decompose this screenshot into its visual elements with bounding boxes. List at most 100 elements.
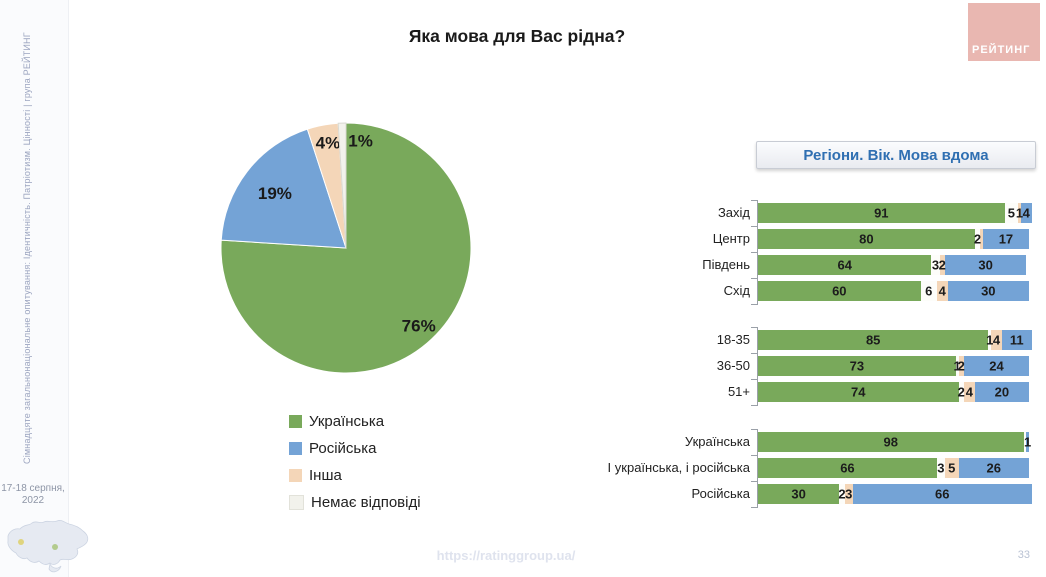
stacked-bar-row: 80 2 17 bbox=[758, 229, 1029, 249]
bar-row-label: 51+ bbox=[727, 384, 750, 399]
bar-value-label: 1 bbox=[1015, 205, 1024, 221]
axis-tick bbox=[751, 278, 758, 279]
ukraine-map-icon bbox=[2, 512, 94, 576]
stacked-bar-row: 85 1 4 11 bbox=[758, 330, 1032, 350]
stacked-bar-row: 60 6 4 30 bbox=[758, 281, 1029, 301]
bar-value-label: 1 bbox=[1024, 434, 1032, 450]
bar-segment: 4 bbox=[991, 330, 1002, 350]
bar-value-label: 1 bbox=[986, 332, 994, 348]
survey-date-line2: 2022 bbox=[21, 495, 45, 506]
bar-value-label: 66 bbox=[935, 486, 950, 502]
bar-segment: 66 bbox=[852, 484, 1032, 504]
bar-segment: 1 bbox=[986, 330, 994, 350]
bar-value-label: 73 bbox=[849, 358, 865, 374]
legend-item: Російська bbox=[289, 435, 421, 462]
page-title: Яка мова для Вас рідна? bbox=[408, 26, 626, 46]
legend-label: Українська bbox=[309, 413, 385, 430]
survey-date-line1: 17-18 серпня, bbox=[1, 483, 65, 494]
legend-label: Немає відповіді bbox=[311, 494, 421, 511]
axis-tick bbox=[751, 379, 758, 380]
stacked-bar-row: 64 3 2 30 bbox=[758, 255, 1027, 275]
bar-segment: 24 bbox=[963, 356, 1029, 376]
bar-value-label: 4 bbox=[1022, 205, 1030, 221]
bar-value-label: 74 bbox=[851, 384, 866, 400]
page-number: 33 bbox=[1017, 549, 1030, 561]
bar-value-label: 2 bbox=[973, 231, 982, 247]
bar-row-label: Російська bbox=[691, 486, 750, 501]
pie-slice bbox=[220, 122, 472, 374]
bar-value-label: 30 bbox=[981, 283, 996, 299]
axis-tick bbox=[751, 405, 758, 406]
legend-item: Немає відповіді bbox=[289, 489, 421, 516]
bar-segment: 2 bbox=[957, 382, 965, 402]
pie-slice-value-label: 19% bbox=[258, 184, 292, 203]
legend-swatch-icon bbox=[289, 469, 302, 482]
legend-item: Інша bbox=[289, 462, 421, 489]
bar-segment: 66 bbox=[758, 458, 937, 478]
bar-value-label: 2 bbox=[938, 257, 946, 273]
bar-segment: 60 bbox=[758, 281, 921, 301]
stacked-bar-row: 30 2 3 66 bbox=[758, 484, 1032, 504]
rating-logo-label: РЕЙТИНГ bbox=[972, 44, 1031, 56]
bar-value-label: 66 bbox=[840, 460, 855, 476]
bar-value-label: 4 bbox=[965, 384, 973, 400]
bar-segment: 3 bbox=[931, 255, 940, 275]
bar-segment: 4 bbox=[963, 382, 975, 402]
sidebar: Сімнадцяте загальнонаціональне опитуванн… bbox=[0, 0, 89, 577]
bar-value-label: 60 bbox=[832, 283, 847, 299]
bar-value-label: 4 bbox=[992, 332, 1001, 348]
bar-segment bbox=[1023, 432, 1027, 452]
bar-value-label: 3 bbox=[931, 257, 940, 273]
pie-slice bbox=[220, 128, 347, 249]
bar-row-label: Схід bbox=[723, 283, 750, 298]
bar-value-label: 2 bbox=[957, 358, 965, 374]
legend-swatch-icon bbox=[289, 442, 302, 455]
sidebar-survey-caption: Сімнадцяте загальнонаціональне опитуванн… bbox=[22, 32, 32, 464]
bar-segment: 74 bbox=[758, 382, 959, 402]
bar-value-label: 2 bbox=[957, 384, 965, 400]
pie-slice-value-label: 4% bbox=[316, 133, 341, 152]
bar-segment: 85 bbox=[758, 330, 989, 350]
bar-segment: 3 bbox=[844, 484, 853, 504]
bar-segment: 1 bbox=[1015, 203, 1024, 223]
bar-segment: 1 bbox=[1024, 432, 1032, 452]
bar-segment: 2 bbox=[838, 484, 846, 504]
bar-row-label: 36-50 bbox=[716, 358, 750, 373]
pie-slice-value-label: 1% bbox=[348, 132, 373, 151]
axis-tick bbox=[751, 200, 758, 201]
bar-value-label: 2 bbox=[838, 486, 846, 502]
bar-segment: 5 bbox=[944, 458, 959, 478]
bar-segment: 30 bbox=[758, 484, 840, 504]
bar-segment: 4 bbox=[936, 281, 948, 301]
stacked-bar-row: 73 1 2 24 bbox=[758, 356, 1029, 376]
bar-row-label: Українська bbox=[684, 434, 750, 449]
bar-segment: 91 bbox=[758, 203, 1005, 223]
bar-value-label: 30 bbox=[791, 486, 806, 502]
bar-row-label: Південь bbox=[702, 257, 750, 272]
native-language-pie-chart: 76% 19% 4% 1% bbox=[220, 122, 472, 374]
bar-value-label: 20 bbox=[994, 384, 1010, 400]
bar-segment: 30 bbox=[947, 281, 1029, 301]
stacked-bar-row: 74 2 4 20 bbox=[758, 382, 1029, 402]
bar-row-label: Захід bbox=[717, 205, 750, 220]
bar-value-label: 3 bbox=[845, 486, 853, 502]
survey-date: 17-18 серпня, 2022 bbox=[0, 483, 66, 507]
axis-tick bbox=[751, 481, 758, 482]
bar-value-label: 17 bbox=[998, 231, 1014, 247]
axis-tick bbox=[751, 226, 758, 227]
bar-row-label: 18-35 bbox=[716, 332, 750, 347]
axis-tick bbox=[751, 304, 758, 305]
axis-tick bbox=[751, 327, 758, 328]
legend-swatch-icon bbox=[289, 495, 304, 510]
bar-segment: 3 bbox=[936, 458, 945, 478]
bar-value-label: 26 bbox=[986, 460, 1001, 476]
legend-item: Українська bbox=[289, 408, 421, 435]
bar-segment: 17 bbox=[982, 229, 1029, 249]
axis-tick bbox=[751, 455, 758, 456]
bar-group-axis bbox=[757, 327, 758, 406]
bar-segment: 4 bbox=[1020, 203, 1032, 223]
bar-segment: 73 bbox=[758, 356, 956, 376]
bar-value-label: 30 bbox=[978, 257, 993, 273]
bar-row-label: І українська, і російська bbox=[607, 460, 750, 475]
footer-url-link[interactable]: https://ratinggroup.ua/ bbox=[436, 548, 576, 563]
